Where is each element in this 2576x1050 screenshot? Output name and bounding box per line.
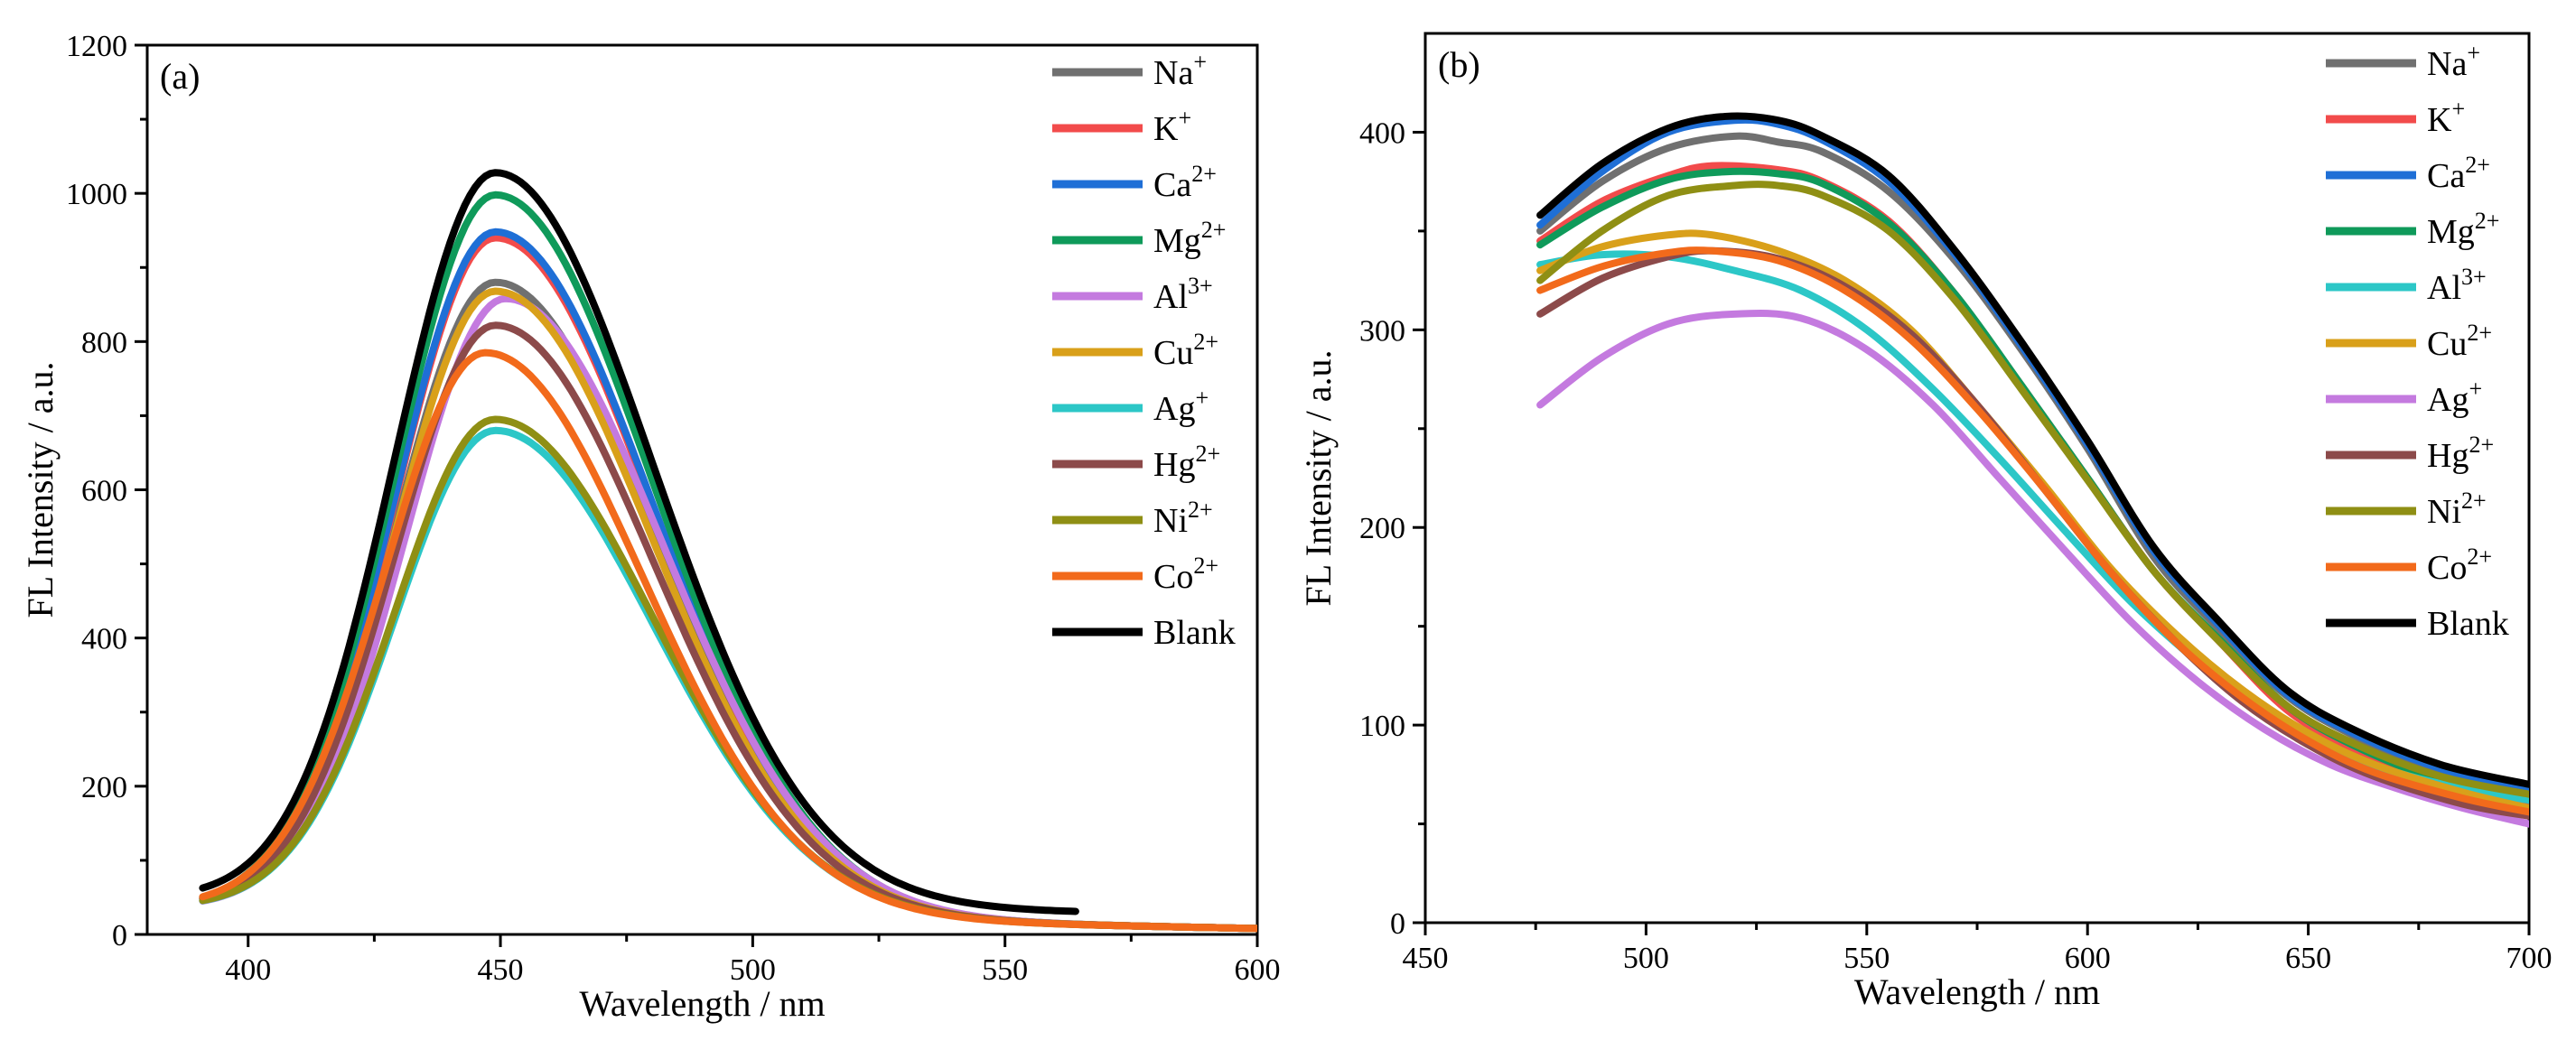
legend-label: Ni2+ [2427,488,2487,531]
y-tick-label: 1200 [66,30,127,63]
series-line-k [199,234,1257,933]
y-tick-label: 200 [1359,512,1405,545]
x-tick-label: 500 [730,953,776,987]
legend-label: Hg2+ [2427,432,2494,475]
legend-label: Cu2+ [1153,329,1218,372]
panel-label: (b) [1438,44,1480,85]
series-line-mg [1536,167,2529,804]
x-tick-label: 450 [478,953,524,987]
series-line-co [1536,246,2529,816]
y-tick-label: 400 [81,623,127,656]
x-axis-title: Wavelength / nm [579,983,825,1024]
legend-label: Cu2+ [2427,320,2492,363]
legend-label: Co2+ [2427,544,2492,587]
panel-label: (a) [160,56,200,97]
series-line-ni [1536,181,2529,798]
legend-label: Ag+ [1153,385,1209,428]
x-tick-label: 650 [2285,942,2331,975]
plot-frame [1423,32,2531,925]
legend-label: K+ [2427,96,2465,139]
legend-label: Al3+ [1153,273,1213,316]
y-tick-label: 0 [1390,907,1405,941]
legend-label: Ca2+ [1153,161,1217,204]
legend-label: K+ [1153,105,1191,148]
series-line-hg [1536,246,2529,820]
legend-label: Mg2+ [2427,208,2499,251]
x-tick-label: 700 [2506,942,2553,975]
y-tick-label: 600 [81,475,127,508]
y-axis-title: FL Intensity / a.u. [20,361,61,618]
series-line-blank [1536,112,2529,788]
x-tick-label: 550 [1843,942,1890,975]
legend-label: Co2+ [1153,553,1218,596]
x-tick-label: 600 [2065,942,2111,975]
legend-label: Ca2+ [2427,152,2490,195]
panel-b-chart: 450 500 550 600 650 700 0 100 200 300 400 Wavelengt… [1298,32,2553,1012]
legend-label: Na+ [1153,49,1207,92]
series-line-ca [199,228,1257,933]
legend-label: Na+ [2427,40,2480,83]
x-tick-label: 550 [982,953,1028,987]
y-tick-label: 400 [1359,116,1405,150]
y-tick-label: 0 [112,919,127,952]
panel-a-chart: 400 450 500 550 600 0 200 400 600 800 1000 1200 Wave… [20,30,1281,1024]
x-tick-label: 450 [1403,942,1449,975]
y-tick-label: 800 [81,326,127,359]
series-line-mg [199,190,1257,933]
legend-label: Al3+ [2427,264,2487,307]
legend-label: Mg2+ [1153,217,1226,260]
series-line-blank [199,169,1079,915]
x-tick-label: 600 [1235,953,1281,987]
x-axis-title: Wavelength / nm [1854,971,2100,1012]
legend-label: Ni2+ [1153,497,1213,540]
y-tick-label: 300 [1359,314,1405,348]
legend-label: Blank [2427,605,2509,643]
y-tick-label: 100 [1359,710,1405,743]
series-line-al [1536,250,2529,804]
legend-label: Ag+ [2427,376,2482,419]
x-tick-label: 500 [1623,942,1669,975]
y-axis-title: FL Intensity / a.u. [1298,349,1339,606]
series-line-ag [1536,310,2529,828]
legend-label: Blank [1153,614,1236,652]
series-line-co [199,348,1257,933]
y-tick-label: 1000 [66,178,127,211]
legend-label: Hg2+ [1153,441,1220,484]
y-tick-label: 200 [81,771,127,804]
x-tick-label: 400 [225,953,271,987]
